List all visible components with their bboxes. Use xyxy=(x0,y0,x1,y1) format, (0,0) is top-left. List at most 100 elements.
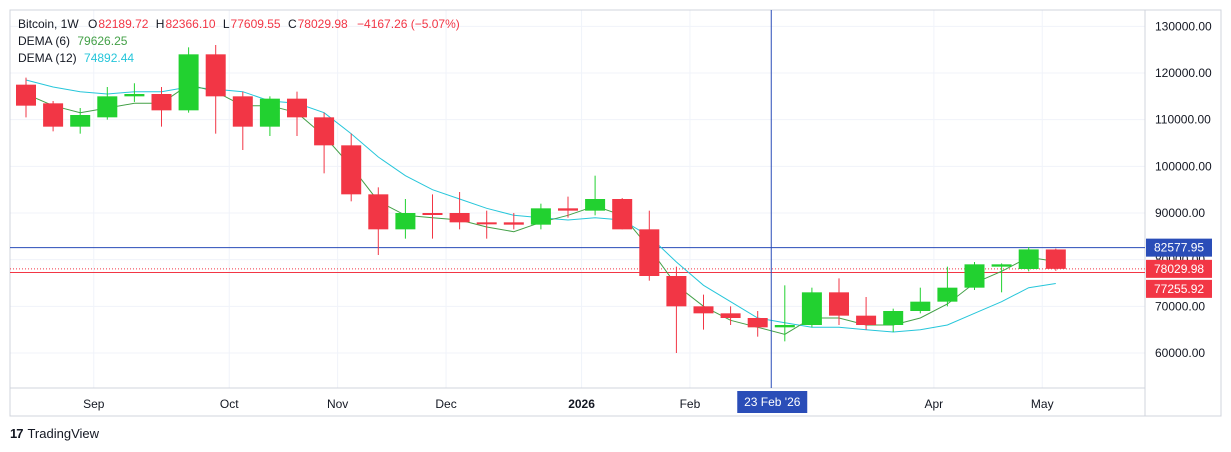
candle-down[interactable] xyxy=(720,306,741,325)
close-value: 78029.98 xyxy=(297,17,348,31)
candle-up[interactable] xyxy=(395,199,416,239)
candle-body xyxy=(314,117,335,146)
candle-up[interactable] xyxy=(937,266,958,307)
candle-body xyxy=(43,103,64,127)
candle-down[interactable] xyxy=(476,210,497,239)
candle-down[interactable] xyxy=(666,266,687,353)
candle-down[interactable] xyxy=(43,101,64,132)
candle-up[interactable] xyxy=(530,203,551,230)
candle-down[interactable] xyxy=(558,196,578,218)
candle-down[interactable] xyxy=(856,297,877,330)
candle-body xyxy=(964,264,985,288)
candle-up[interactable] xyxy=(774,285,795,342)
candle-down[interactable] xyxy=(503,213,524,230)
candle-up[interactable] xyxy=(97,87,118,120)
y-tick-label: 100000.00 xyxy=(1155,159,1212,173)
time-axis[interactable]: Sep Oct Nov Dec 2026 Feb Apr May xyxy=(83,397,1054,411)
y-tick-label: 110000.00 xyxy=(1155,113,1211,127)
crosshair-time-label: 23 Feb '26 xyxy=(744,395,801,409)
candle-body xyxy=(341,145,362,195)
candle-body xyxy=(910,301,931,311)
candle-up[interactable] xyxy=(124,83,145,102)
candle-body xyxy=(558,208,578,211)
candle-body xyxy=(856,315,877,325)
high-label: H xyxy=(155,17,165,31)
candle-body xyxy=(1045,249,1066,269)
price-axis[interactable]: 60000.0070000.0080000.0090000.00100000.0… xyxy=(1155,19,1212,360)
candle-down[interactable] xyxy=(287,91,307,136)
candle-down[interactable] xyxy=(232,91,253,150)
candle-up[interactable] xyxy=(1018,247,1039,272)
tradingview-brand[interactable]: 17 TradingView xyxy=(10,426,99,441)
candle-down[interactable] xyxy=(829,278,849,325)
symbol-label[interactable]: Bitcoin, 1W xyxy=(18,17,79,31)
price-label-text: 78029.98 xyxy=(1154,262,1204,276)
candle-up[interactable] xyxy=(585,175,606,216)
candle-up[interactable] xyxy=(991,263,1012,293)
candle-body xyxy=(70,115,91,127)
ohlc-row: Bitcoin, 1W O82189.72 H82366.10 L77609.5… xyxy=(18,16,460,33)
candle-down[interactable] xyxy=(16,77,36,118)
candle-body xyxy=(395,213,416,230)
dema6-row[interactable]: DEMA (6) 79626.25 xyxy=(18,33,460,50)
price-label-text: 82577.95 xyxy=(1154,241,1204,255)
candle-body xyxy=(1018,249,1039,269)
candle-body xyxy=(693,306,714,314)
x-tick-label: 2026 xyxy=(568,397,595,411)
candle-up[interactable] xyxy=(70,108,91,134)
candle-body xyxy=(178,54,199,111)
high-value: 82366.10 xyxy=(165,17,216,31)
x-tick-label: Feb xyxy=(680,397,701,411)
y-tick-label: 70000.00 xyxy=(1155,299,1205,313)
candle-body xyxy=(124,94,145,97)
candle-down[interactable] xyxy=(612,198,633,230)
candle-body xyxy=(829,292,849,316)
dema6-value: 79626.25 xyxy=(77,34,128,48)
candle-up[interactable] xyxy=(883,308,904,332)
candle-body xyxy=(639,229,660,276)
y-tick-label: 130000.00 xyxy=(1155,19,1212,33)
candle-body xyxy=(530,208,551,225)
price-label-box xyxy=(1146,238,1212,257)
x-tick-label: May xyxy=(1031,397,1054,411)
candle-body xyxy=(97,96,118,118)
candle-body xyxy=(287,98,307,118)
price-label-box xyxy=(1146,279,1212,298)
low-label: L xyxy=(222,17,230,31)
candle-body xyxy=(666,276,687,307)
x-tick-label: Oct xyxy=(220,397,239,411)
candle-up[interactable] xyxy=(801,287,822,328)
candle-body xyxy=(368,194,389,230)
crosshair-time-box xyxy=(737,391,808,413)
candle-body xyxy=(476,222,497,225)
candle-down[interactable] xyxy=(341,133,362,202)
open-label: O xyxy=(88,17,98,31)
y-tick-label: 60000.00 xyxy=(1155,346,1205,360)
x-tick-label: Dec xyxy=(435,397,456,411)
candle-body xyxy=(422,213,443,215)
close-label: C xyxy=(287,17,297,31)
candle-down[interactable] xyxy=(422,194,443,239)
candle-body xyxy=(205,54,226,97)
candle-down[interactable] xyxy=(747,311,768,337)
candle-down[interactable] xyxy=(368,187,389,255)
candle-body xyxy=(747,318,768,328)
candle-down[interactable] xyxy=(205,45,226,134)
candle-up[interactable] xyxy=(910,287,931,314)
candle-up[interactable] xyxy=(178,47,199,113)
y-tick-label: 120000.00 xyxy=(1155,66,1212,80)
candle-up[interactable] xyxy=(259,96,280,136)
candle-down[interactable] xyxy=(314,112,335,174)
dema12-row[interactable]: DEMA (12) 74892.44 xyxy=(18,50,460,67)
candle-down[interactable] xyxy=(1045,248,1066,271)
candle-up[interactable] xyxy=(964,262,985,290)
candle-down[interactable] xyxy=(449,192,470,230)
candle-down[interactable] xyxy=(639,210,660,281)
candle-down[interactable] xyxy=(693,294,714,330)
dema12-value: 74892.44 xyxy=(84,51,135,65)
candles[interactable] xyxy=(16,45,1066,353)
price-label-box xyxy=(1146,259,1212,278)
candle-down[interactable] xyxy=(151,87,172,127)
price-label-text: 77255.92 xyxy=(1154,282,1204,296)
